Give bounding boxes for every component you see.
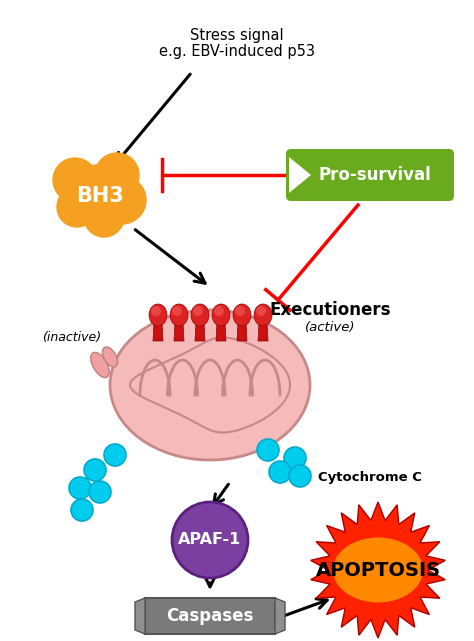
- FancyBboxPatch shape: [286, 149, 454, 201]
- Ellipse shape: [254, 304, 272, 326]
- Circle shape: [104, 444, 126, 466]
- FancyBboxPatch shape: [145, 598, 275, 634]
- Polygon shape: [135, 598, 145, 634]
- Polygon shape: [195, 323, 205, 341]
- Text: Pro-survival: Pro-survival: [319, 166, 431, 184]
- Circle shape: [53, 158, 97, 202]
- Circle shape: [84, 459, 106, 481]
- Text: APAF-1: APAF-1: [178, 533, 242, 547]
- Circle shape: [95, 153, 139, 197]
- Ellipse shape: [333, 538, 423, 603]
- Text: Executioners: Executioners: [269, 301, 391, 319]
- Ellipse shape: [233, 304, 251, 326]
- Text: (active): (active): [305, 322, 355, 335]
- Ellipse shape: [149, 304, 167, 326]
- Ellipse shape: [214, 306, 224, 316]
- Circle shape: [289, 465, 311, 487]
- Polygon shape: [216, 323, 226, 341]
- Circle shape: [89, 481, 111, 503]
- Circle shape: [269, 461, 291, 483]
- Text: Cytochrome C: Cytochrome C: [318, 472, 422, 485]
- Text: Stress signal: Stress signal: [190, 28, 284, 43]
- Polygon shape: [153, 323, 163, 341]
- Text: (inactive): (inactive): [43, 331, 101, 344]
- Text: APOPTOSIS: APOPTOSIS: [315, 560, 440, 579]
- Polygon shape: [275, 598, 285, 634]
- Polygon shape: [289, 157, 311, 193]
- Polygon shape: [237, 323, 247, 341]
- Ellipse shape: [172, 306, 182, 316]
- Circle shape: [71, 499, 93, 521]
- Polygon shape: [174, 323, 184, 341]
- Ellipse shape: [151, 306, 161, 316]
- Circle shape: [67, 165, 127, 225]
- Circle shape: [84, 197, 124, 237]
- Polygon shape: [310, 502, 445, 638]
- Circle shape: [284, 447, 306, 469]
- Ellipse shape: [212, 304, 230, 326]
- Polygon shape: [258, 323, 268, 341]
- Ellipse shape: [191, 304, 209, 326]
- Text: BH3: BH3: [76, 186, 124, 206]
- Ellipse shape: [102, 347, 118, 367]
- Ellipse shape: [193, 306, 203, 316]
- Ellipse shape: [110, 310, 310, 460]
- Circle shape: [172, 502, 248, 578]
- Circle shape: [57, 187, 97, 227]
- Circle shape: [69, 477, 91, 499]
- Ellipse shape: [235, 306, 245, 316]
- Circle shape: [257, 439, 279, 461]
- Ellipse shape: [170, 304, 188, 326]
- Circle shape: [98, 176, 146, 224]
- Text: e.g. EBV-induced p53: e.g. EBV-induced p53: [159, 44, 315, 59]
- Text: Caspases: Caspases: [166, 607, 254, 625]
- Ellipse shape: [91, 353, 109, 378]
- Ellipse shape: [256, 306, 266, 316]
